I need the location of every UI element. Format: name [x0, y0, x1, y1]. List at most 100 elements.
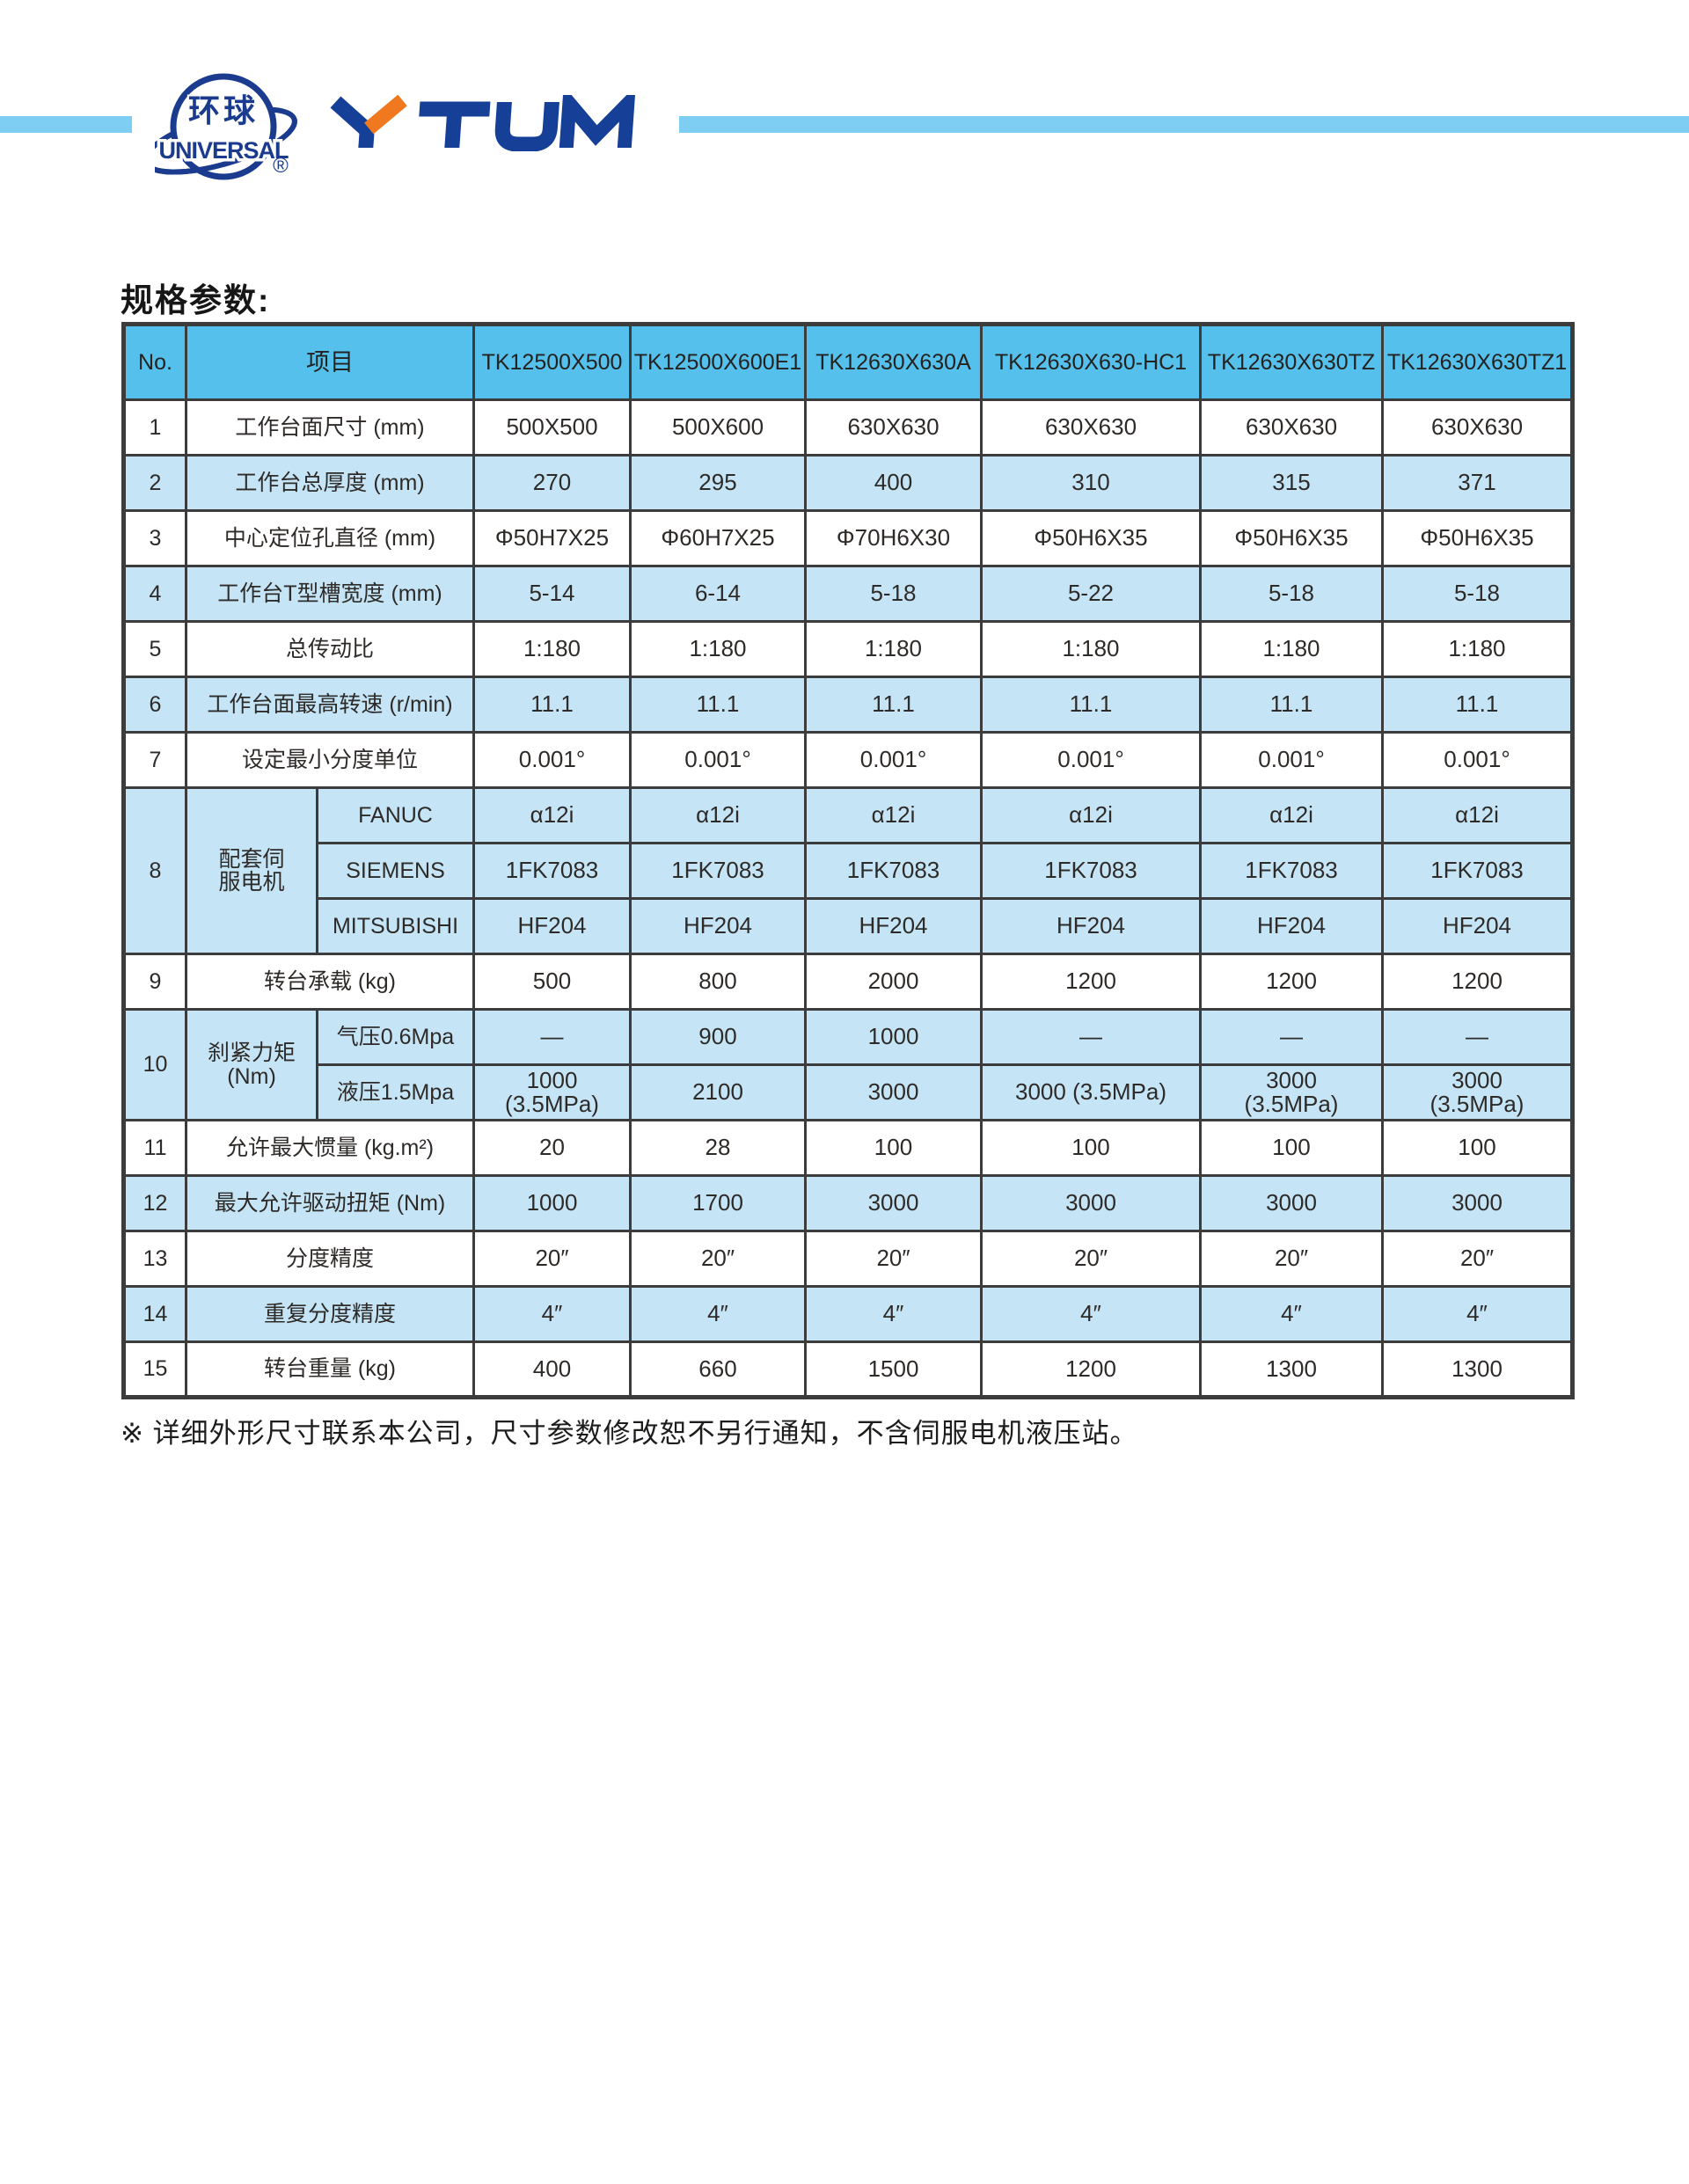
letter-y-stem [358, 125, 376, 148]
cell: Φ60H7X25 [629, 509, 807, 567]
subrow-brand: SIEMENS [316, 842, 475, 900]
cell: HF204 [472, 897, 632, 955]
cell: 5-18 [1381, 565, 1574, 623]
cell: 4″ [629, 1285, 807, 1343]
table-row-8-siemens: SIEMENS 1FK7083 1FK7083 1FK7083 1FK7083 … [124, 842, 1574, 900]
row-number: 1 [122, 398, 187, 457]
table-row-11: 11 允许最大惯量 (kg.m²) 20 28 100 100 100 100 [122, 1119, 1574, 1177]
table-row-2: 2 工作台总厚度 (mm) 270 295 400 310 315 371 [122, 454, 1574, 512]
cell: 5-18 [804, 565, 983, 623]
section-title: 规格参数: [121, 282, 271, 318]
cell: 500 [472, 953, 632, 1011]
cell: 4″ [804, 1285, 983, 1343]
cell: 1000 [804, 1008, 983, 1066]
cell: 0.001° [629, 731, 807, 789]
table-row-6: 6 工作台面最高转速 (r/min) 11.1 11.1 11.1 11.1 1… [122, 676, 1574, 734]
cell: 11.1 [1381, 676, 1574, 734]
row-label: 转台重量 (kg) [185, 1340, 475, 1399]
row-number: 12 [122, 1174, 187, 1232]
cell: 1300 [1381, 1340, 1574, 1399]
cell: Φ50H6X35 [1381, 509, 1574, 567]
header-divider-bar-left [0, 116, 132, 133]
cell: 630X630 [980, 398, 1202, 457]
cell: α12i [472, 786, 632, 844]
row-number: 4 [122, 565, 187, 623]
cell: 3000 [804, 1174, 983, 1232]
row-label: 工作台总厚度 (mm) [185, 454, 475, 512]
orbit-ring-front [155, 118, 297, 175]
cell: 4″ [1381, 1285, 1574, 1343]
cell: 28 [629, 1119, 807, 1177]
cell: 2000 [804, 953, 983, 1011]
cell: 315 [1199, 454, 1384, 512]
row-label: 最大允许驱动扭矩 (Nm) [185, 1174, 475, 1232]
row-label: 工作台T型槽宽度 (mm) [185, 565, 475, 623]
cell: 310 [980, 454, 1202, 512]
cell: 1:180 [1199, 620, 1384, 678]
table-row-5: 5 总传动比 1:180 1:180 1:180 1:180 1:180 1:1… [122, 620, 1574, 678]
cell: 11.1 [1199, 676, 1384, 734]
cell: Φ70H6X30 [804, 509, 983, 567]
logo-universal-text: UNIVERSAL [158, 137, 289, 164]
cell: 0.001° [1381, 731, 1574, 789]
table-row-10-air: 10 刹紧力矩 (Nm) 气压0.6Mpa — 900 1000 — — — [122, 1008, 1574, 1121]
cell: 3000 [804, 1063, 983, 1121]
cell: α12i [1199, 786, 1384, 844]
cell: α12i [629, 786, 807, 844]
cell: 1:180 [1381, 620, 1574, 678]
subrow-label: 气压0.6Mpa [316, 1008, 475, 1066]
cell: Φ50H6X35 [980, 509, 1202, 567]
subrow-brand: MITSUBISHI [316, 897, 475, 955]
cell: 630X630 [804, 398, 983, 457]
row-label: 允许最大惯量 (kg.m²) [185, 1119, 475, 1177]
cell: 1:180 [472, 620, 632, 678]
cell: — [472, 1008, 632, 1066]
cell: HF204 [804, 897, 983, 955]
cell: 20″ [1199, 1230, 1384, 1288]
row-label: 中心定位孔直径 (mm) [185, 509, 475, 567]
cell: 500X600 [629, 398, 807, 457]
subrow-brand: FANUC [316, 786, 475, 844]
cell: — [1381, 1008, 1574, 1066]
cell: 6-14 [629, 565, 807, 623]
header-no: No. [122, 323, 187, 401]
row-label: 转台承载 (kg) [185, 953, 475, 1011]
cell: 5-18 [1199, 565, 1384, 623]
header-item: 项目 [185, 323, 475, 401]
row-label: 设定最小分度单位 [185, 731, 475, 789]
row-number: 11 [122, 1119, 187, 1177]
row-label: 刹紧力矩 (Nm) [185, 1008, 318, 1121]
letter-t-stem [444, 109, 463, 148]
cell: 100 [804, 1119, 983, 1177]
row-label: 工作台面最高转速 (r/min) [185, 676, 475, 734]
cell: 1000 (3.5MPa) [472, 1063, 632, 1121]
cell: 1500 [804, 1340, 983, 1399]
cell: 3000 [980, 1174, 1202, 1232]
cell: 1:180 [804, 620, 983, 678]
table-row-8-mitsubishi: MITSUBISHI HF204 HF204 HF204 HF204 HF204… [124, 897, 1574, 955]
header-row: No. 项目 TK12500X500 TK12500X600E1 TK12630… [122, 323, 1574, 401]
cell: 800 [629, 953, 807, 1011]
cell: α12i [980, 786, 1202, 844]
cell: 1:180 [980, 620, 1202, 678]
cell: 5-22 [980, 565, 1202, 623]
cell: 3000 (3.5MPa) [980, 1063, 1202, 1121]
cell: 1200 [980, 1340, 1202, 1399]
cell: 100 [1199, 1119, 1384, 1177]
cell: 660 [629, 1340, 807, 1399]
cell: HF204 [1381, 897, 1574, 955]
cell: 5-14 [472, 565, 632, 623]
globe-circle [170, 73, 277, 180]
cell: 20″ [804, 1230, 983, 1288]
letter-u [494, 102, 559, 151]
cell: 100 [980, 1119, 1202, 1177]
cell: 11.1 [472, 676, 632, 734]
cell: 3000 [1199, 1174, 1384, 1232]
cell: 1300 [1199, 1340, 1384, 1399]
header-model-1: TK12500X500 [472, 323, 632, 401]
table-row-7: 7 设定最小分度单位 0.001° 0.001° 0.001° 0.001° 0… [122, 731, 1574, 789]
cell: 500X500 [472, 398, 632, 457]
table-row-8-fanuc: 8 配套伺 服电机 FANUC α12i α12i α12i α12i α12i … [122, 786, 1574, 955]
footnote: ※ 详细外形尺寸联系本公司，尺寸参数修改恕不另行通知，不含伺服电机液压站。 [121, 1418, 1138, 1449]
cell: 0.001° [1199, 731, 1384, 789]
